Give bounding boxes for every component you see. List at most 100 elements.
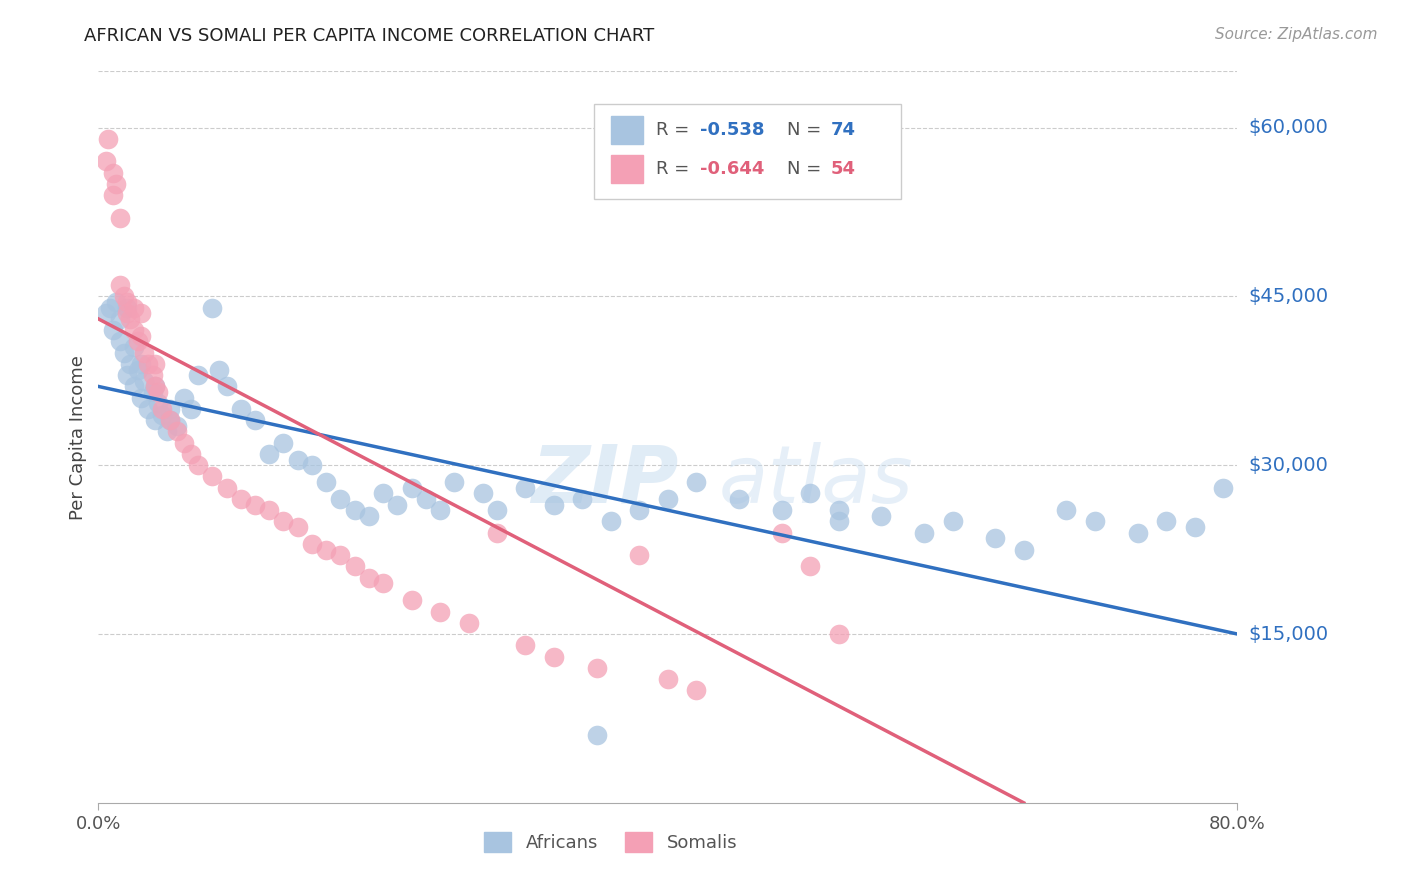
Point [243,498,266,512]
Point [201,301,224,315]
Text: R =: R = [657,160,696,178]
Text: AFRICAN VS SOMALI PER CAPITA INCOME CORRELATION CHART: AFRICAN VS SOMALI PER CAPITA INCOME CORR… [84,27,655,45]
Point [415,491,437,506]
Point [387,498,409,512]
Point [129,306,152,320]
Point [136,357,159,371]
Point [329,491,352,506]
Point [728,491,751,506]
Point [942,515,965,529]
Point [112,345,135,359]
Point [101,188,124,202]
Point [104,295,127,310]
Point [152,408,174,422]
Point [259,447,281,461]
Point [273,435,295,450]
Point [401,481,423,495]
Point [215,481,238,495]
Point [543,498,565,512]
Point [115,301,138,315]
Text: -0.644: -0.644 [700,160,763,178]
Point [215,379,238,393]
Point [115,295,138,310]
Point [187,368,209,383]
Point [108,334,131,349]
Point [173,391,195,405]
Point [600,515,623,529]
Point [357,508,380,523]
Point [187,458,209,473]
Point [166,425,188,439]
FancyBboxPatch shape [593,104,901,200]
Text: atlas: atlas [718,442,914,520]
Point [471,486,494,500]
Point [173,435,195,450]
Point [101,166,124,180]
Point [1084,515,1107,529]
Point [984,532,1007,546]
Point [127,334,149,349]
Point [770,503,793,517]
Point [486,503,509,517]
Point [180,447,202,461]
Text: $30,000: $30,000 [1249,456,1329,475]
Text: Source: ZipAtlas.com: Source: ZipAtlas.com [1215,27,1378,42]
Point [373,486,395,500]
Point [108,312,131,326]
Point [141,385,163,400]
Point [108,211,131,225]
Point [870,508,893,523]
Text: $45,000: $45,000 [1249,287,1329,306]
Point [145,379,167,393]
Point [1056,503,1078,517]
Legend: Africans, Somalis: Africans, Somalis [477,824,745,860]
FancyBboxPatch shape [612,154,643,183]
Point [585,661,607,675]
Point [132,345,155,359]
Point [543,649,565,664]
Point [1212,481,1234,495]
Point [229,491,252,506]
Point [159,413,181,427]
Point [657,491,679,506]
Point [343,503,366,517]
Point [457,615,479,630]
Point [685,683,707,698]
Point [273,515,295,529]
Point [94,306,117,320]
Point [912,525,935,540]
Point [329,548,352,562]
Point [770,525,793,540]
Point [129,328,152,343]
Point [486,525,509,540]
Point [94,154,117,169]
Point [98,301,121,315]
Point [799,559,821,574]
Point [156,425,179,439]
Point [515,638,537,652]
Point [127,362,149,376]
Text: -0.538: -0.538 [700,121,765,139]
Point [343,559,366,574]
Point [585,728,607,742]
Point [243,413,266,427]
Point [159,413,181,427]
Point [628,503,651,517]
Point [373,576,395,591]
Point [129,391,152,405]
Point [166,418,188,433]
Point [104,177,127,191]
Point [152,401,174,416]
Point [259,503,281,517]
Point [1012,542,1035,557]
Point [828,515,851,529]
Point [118,312,141,326]
Point [122,379,145,393]
Point [429,605,451,619]
Point [685,475,707,489]
Point [97,132,120,146]
Text: R =: R = [657,121,696,139]
FancyBboxPatch shape [612,116,643,144]
Point [429,503,451,517]
Point [129,357,152,371]
